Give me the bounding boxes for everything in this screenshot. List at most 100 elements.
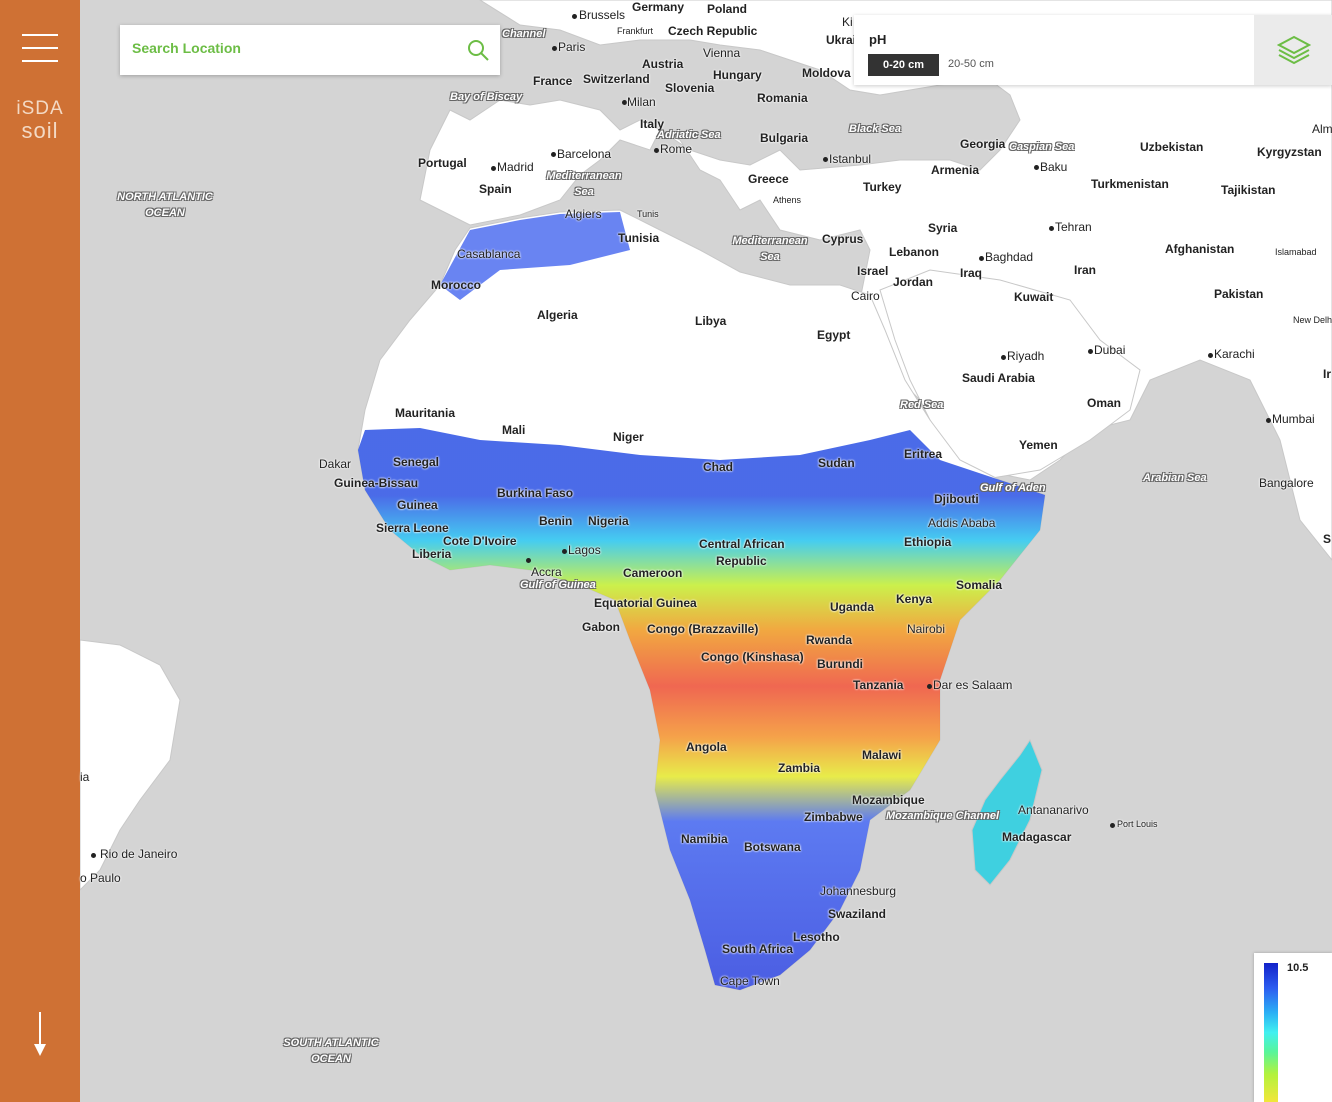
label-afghanistan: Afghanistan: [1165, 242, 1235, 256]
sea-gulf-of-aden: Gulf of Aden: [980, 482, 1046, 494]
label-senegal: Senegal: [393, 455, 440, 469]
ph-overlay-north: [440, 212, 630, 300]
layers-icon: [1277, 35, 1311, 65]
label-algeria: Algeria: [537, 308, 578, 322]
sea-mozambique-channel: Mozambique Channel: [886, 810, 1000, 822]
sea-channel: Channel: [502, 28, 546, 40]
city-brussels: Brussels: [579, 8, 626, 22]
label-chad: Chad: [703, 460, 733, 474]
label-cote-divoire: Cote D'Ivoire: [443, 534, 517, 548]
label-hungary: Hungary: [713, 68, 762, 82]
label-portugal: Portugal: [418, 156, 467, 170]
city-cairo: Cairo: [851, 289, 880, 303]
city-rome: Rome: [660, 142, 693, 156]
label-austria: Austria: [642, 57, 684, 71]
label-yemen: Yemen: [1019, 438, 1058, 452]
search-icon[interactable]: [466, 38, 490, 62]
city-dar-es-salaam: Dar es Salaam: [933, 678, 1013, 692]
city-dot: [654, 148, 659, 153]
label-central-african: Central African: [699, 537, 785, 551]
label-ethiopia: Ethiopia: [904, 535, 952, 549]
sea-red-sea: Red Sea: [900, 399, 944, 411]
ocean-north-atlantic: NORTH ATLANTIC OCEAN: [117, 191, 213, 219]
city-dot: [1110, 823, 1115, 828]
madagascar-land: [971, 738, 1043, 886]
city-madrid: Madrid: [497, 160, 534, 174]
search-input[interactable]: Search Location: [132, 40, 241, 56]
label-jordan: Jordan: [893, 275, 934, 289]
city-tunis: Tunis: [637, 209, 659, 219]
label-iran: Iran: [1074, 263, 1097, 277]
label-lebanon: Lebanon: [889, 245, 939, 259]
label-botswana: Botswana: [744, 840, 801, 854]
city-port-louis: Port Louis: [1117, 819, 1158, 829]
label-burundi: Burundi: [817, 657, 863, 671]
depth-option-0-20[interactable]: 0-20 cm: [868, 54, 939, 76]
city-dot: [572, 14, 577, 19]
city-athens: Athens: [773, 195, 802, 205]
label-switzerland: Switzerland: [583, 72, 650, 86]
sea-arabian: Arabian Sea: [1143, 472, 1207, 484]
city-tehran: Tehran: [1055, 220, 1092, 234]
label-ukraine-fragment: Ukrai: [826, 33, 857, 47]
city-mumbai: Mumbai: [1272, 412, 1315, 426]
label-mauritania: Mauritania: [395, 406, 456, 420]
city-dot: [91, 853, 96, 858]
city-dot: [979, 256, 984, 261]
ph-legend: 10.5: [1254, 953, 1332, 1102]
city-vienna: Vienna: [703, 46, 741, 60]
city-karachi: Karachi: [1214, 347, 1255, 361]
city-dubai: Dubai: [1094, 343, 1126, 357]
label-tanzania: Tanzania: [853, 678, 904, 692]
label-pakistan: Pakistan: [1214, 287, 1264, 301]
city-dot: [927, 684, 932, 689]
label-turkey: Turkey: [863, 180, 902, 194]
city-dot: [562, 549, 567, 554]
city-accra: Accra: [531, 565, 562, 579]
ph-overlay-africa: [358, 428, 1045, 990]
label-somalia: Somalia: [956, 578, 1003, 592]
city-bangalore: Bangalore: [1259, 476, 1314, 490]
label-morocco: Morocco: [431, 278, 482, 292]
label-georgia: Georgia: [960, 137, 1006, 151]
label-mozambique: Mozambique: [852, 793, 925, 807]
label-zambia: Zambia: [778, 761, 821, 775]
soil-ph-map[interactable]: [80, 0, 1332, 1102]
label-uganda: Uganda: [830, 600, 875, 614]
label-zimbabwe: Zimbabwe: [804, 810, 863, 824]
city-kiev-fragment: Ki: [842, 15, 853, 29]
isda-soil-logo[interactable]: iSDA soil: [12, 98, 68, 142]
label-syria: Syria: [928, 221, 958, 235]
layers-button[interactable]: [1254, 15, 1332, 85]
city-lagos: Lagos: [568, 543, 601, 557]
label-congo-brazzaville: Congo (Brazzaville): [647, 622, 759, 636]
sea-mediterranean-west: Mediterranean Sea: [546, 170, 622, 198]
city-islamabad: Islamabad: [1275, 247, 1317, 257]
depth-option-20-50[interactable]: 20-50 cm: [948, 58, 994, 70]
label-liberia: Liberia: [412, 547, 452, 561]
label-madagascar: Madagascar: [1002, 830, 1072, 844]
city-dot: [526, 558, 531, 563]
city-milan: Milan: [627, 95, 656, 109]
sea-black-sea: Black Sea: [849, 123, 901, 135]
label-spain: Spain: [479, 182, 512, 196]
label-fragment-s: S: [1323, 532, 1332, 546]
label-lesotho: Lesotho: [793, 930, 840, 944]
label-iraq: Iraq: [960, 266, 983, 280]
label-kenya: Kenya: [896, 592, 933, 606]
city-dot: [1266, 418, 1271, 423]
city-nairobi: Nairobi: [907, 622, 946, 636]
city-cape-town: Cape Town: [720, 974, 780, 988]
legend-max-value: 10.5: [1287, 962, 1309, 974]
label-france: France: [533, 74, 573, 88]
arrow-down-icon[interactable]: [30, 1010, 50, 1058]
city-rio-de-janeiro: Rio de Janeiro: [100, 847, 178, 861]
hamburger-menu-icon[interactable]: [22, 34, 58, 62]
city-new-delhi: New Delhi: [1293, 315, 1332, 325]
city-baku: Baku: [1040, 160, 1068, 174]
city-riyadh: Riyadh: [1007, 349, 1045, 363]
label-burkina-faso: Burkina Faso: [497, 486, 574, 500]
city-dot: [823, 157, 828, 162]
label-czech-republic: Czech Republic: [668, 24, 758, 38]
sea-caspian: Caspian Sea: [1009, 141, 1075, 153]
